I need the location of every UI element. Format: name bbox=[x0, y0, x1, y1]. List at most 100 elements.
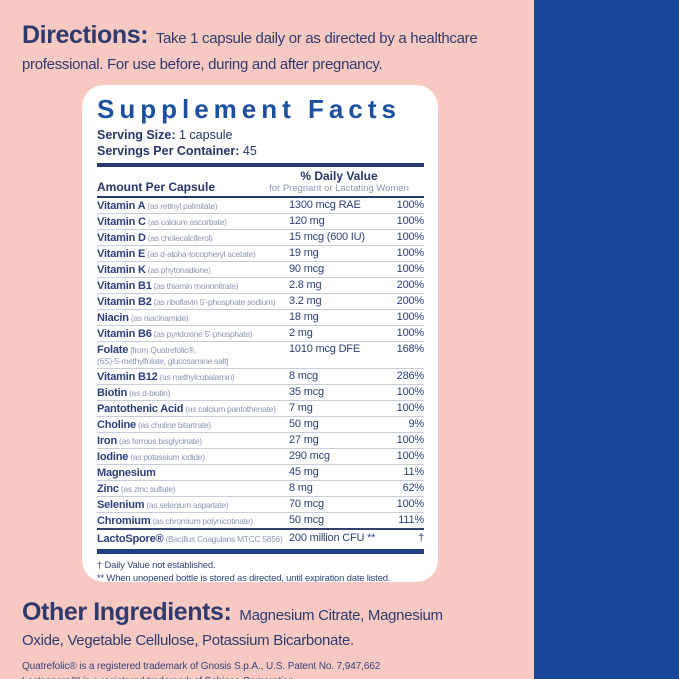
nutrient-name: LactoSpore® bbox=[97, 532, 164, 545]
directions-line1: Take 1 capsule daily or as directed by a… bbox=[155, 30, 478, 47]
nutrient-form: (as riboflavin 5'-phosphate sodium) bbox=[151, 296, 276, 307]
nutrient-form: (as calcium ascorbate) bbox=[145, 216, 227, 227]
nutrient-cell: Niacin (as niacinamide) bbox=[97, 311, 289, 325]
nutrient-daily-value: 100% bbox=[396, 230, 425, 243]
serving-size-row: Serving Size: 1 capsule bbox=[97, 127, 424, 143]
table-row: Vitamin K (as phytonadione) 90 mcg 100% bbox=[97, 262, 424, 278]
nutrient-name: Pantothenic Acid bbox=[97, 402, 184, 415]
nutrient-form: (as methylcobalamin) bbox=[157, 371, 235, 382]
table-row: Iodine (as potassium iodide) 290 mcg 100% bbox=[97, 449, 424, 465]
nutrient-form-line2: (6S)-5-methylfolate, glucosamine salt] bbox=[97, 356, 229, 367]
table-header-row: Amount Per Capsule % Daily Value for Pre… bbox=[97, 167, 424, 198]
nutrient-daily-value: 111% bbox=[398, 513, 424, 526]
nutrient-cell: LactoSpore® (Bacillus Coagulans MTCC 585… bbox=[97, 532, 289, 546]
nutrient-amount: 3.2 mg bbox=[289, 294, 322, 307]
table-row: LactoSpore® (Bacillus Coagulans MTCC 585… bbox=[97, 527, 424, 548]
nutrient-name: Vitamin D bbox=[97, 231, 146, 244]
footnotes: † Daily Value not established. ** When u… bbox=[97, 559, 424, 582]
nutrient-amount: 18 mg bbox=[289, 310, 319, 323]
nutrient-form: (as thiamin mononitrate) bbox=[151, 280, 239, 291]
directions-line2: professional. For use before, during and… bbox=[22, 55, 383, 73]
trademark-notes: Quatrefolic® is a registered trademark o… bbox=[22, 659, 530, 679]
nutrient-amount: 2.8 mg bbox=[289, 278, 322, 291]
nutrient-name: Folate bbox=[97, 343, 129, 356]
table-row: Vitamin D (as cholecalciferol) 15 mcg (60… bbox=[97, 230, 424, 246]
table-row: Vitamin A (as retinyl palmitate) 1300 mcg… bbox=[97, 198, 424, 214]
footnote-double-star: ** When unopened bottle is stored as dir… bbox=[97, 572, 391, 582]
nutrient-name: Iron bbox=[97, 434, 117, 447]
nutrient-name: Vitamin E bbox=[97, 247, 146, 260]
nutrient-name: Magnesium bbox=[97, 466, 156, 479]
nutrient-amount: 1300 mcg RAE bbox=[289, 198, 361, 211]
table-row: Vitamin B12 (as methylcobalamin) 8 mcg 286… bbox=[97, 369, 424, 385]
servings-label: Servings Per Container: bbox=[97, 143, 240, 158]
nutrient-cell: Zinc (as zinc sulfate) bbox=[97, 482, 289, 496]
nutrient-name: Vitamin B6 bbox=[97, 327, 152, 340]
nutrient-daily-value: 100% bbox=[396, 262, 425, 275]
nutrient-cell: Biotin (as d-biotin) bbox=[97, 386, 289, 400]
serving-size-label: Serving Size: bbox=[97, 127, 176, 142]
table-row: Vitamin E (as d-alpha-tocopheryl acetate… bbox=[97, 246, 424, 262]
nutrient-cell: Vitamin K (as phytonadione) bbox=[97, 263, 289, 277]
nutrient-cell: Choline (as choline bitartrate) bbox=[97, 418, 289, 432]
nutrient-amount: 50 mg bbox=[289, 417, 319, 430]
amount-column-header: Amount Per Capsule bbox=[97, 179, 216, 194]
other-ingredients-line2: Oxide, Vegetable Cellulose, Potassium Bi… bbox=[22, 632, 354, 650]
nutrient-amount: 90 mcg bbox=[289, 262, 324, 275]
nutrient-cell: Iron (as ferrous bisglycinate) bbox=[97, 434, 289, 448]
nutrient-daily-value: 9% bbox=[408, 417, 425, 430]
nutrient-daily-value: 11% bbox=[403, 465, 424, 478]
nutrient-name: Chromium bbox=[97, 514, 151, 527]
nutrient-daily-value: 100% bbox=[396, 385, 425, 398]
bottom-section: Other Ingredients: Magnesium Citrate, Ma… bbox=[22, 594, 530, 679]
table-row: Vitamin B1 (as thiamin mononitrate) 2.8 m… bbox=[97, 278, 424, 294]
table-row: Folate [from Quatrefolic®, (6S)-5-methylf… bbox=[97, 342, 424, 369]
other-ingredients-label: Other Ingredients: bbox=[22, 598, 232, 626]
other-ingredients-line1: Magnesium Citrate, Magnesium bbox=[239, 607, 443, 624]
nutrient-name: Selenium bbox=[97, 498, 145, 511]
table-row: Chromium (as chromium polynicotinate) 50 … bbox=[97, 513, 424, 528]
nutrient-amount: 45 mg bbox=[289, 465, 319, 478]
nutrient-daily-value: 100% bbox=[396, 214, 425, 227]
nutrient-cell: Folate [from Quatrefolic®, (6S)-5-methylf… bbox=[97, 343, 289, 368]
footnote-dagger: † Daily Value not established. bbox=[97, 559, 216, 571]
nutrient-name: Vitamin B2 bbox=[97, 295, 152, 308]
nutrient-form: (as ferrous bisglycinate) bbox=[116, 435, 202, 446]
nutrient-amount: 1010 mcg DFE bbox=[289, 342, 360, 355]
nutrient-daily-value: 168% bbox=[396, 342, 425, 355]
supplement-facts-panel: Supplement Facts Serving Size: 1 capsule… bbox=[82, 85, 438, 582]
nutrient-form: (as potassium iodide) bbox=[128, 451, 205, 462]
nutrient-name: Vitamin A bbox=[97, 199, 146, 212]
servings-per-container-row: Servings Per Container: 45 bbox=[97, 143, 424, 159]
nutrient-form: (as phytonadione) bbox=[145, 264, 211, 275]
nutrient-name: Vitamin B12 bbox=[97, 370, 158, 383]
trademark-quatrefolic: Quatrefolic® is a registered trademark o… bbox=[22, 661, 381, 672]
nutrient-cell: Vitamin B2 (as riboflavin 5'-phosphate s… bbox=[97, 295, 289, 309]
servings-value: 45 bbox=[242, 143, 257, 158]
nutrient-amount: 70 mcg bbox=[289, 497, 324, 510]
nutrient-amount: 27 mg bbox=[289, 433, 319, 446]
nutrient-daily-value: 100% bbox=[396, 198, 425, 211]
nutrient-cell: Vitamin D (as cholecalciferol) bbox=[97, 231, 289, 245]
nutrient-form: (as selenium aspartate) bbox=[144, 499, 229, 510]
directions-text: Directions: Take 1 capsule daily or as d… bbox=[22, 18, 527, 75]
nutrient-form: [from Quatrefolic®, bbox=[128, 344, 197, 355]
nutrient-name: Iodine bbox=[97, 450, 129, 463]
nutrient-daily-value: 100% bbox=[396, 310, 425, 323]
table-row: Vitamin C (as calcium ascorbate) 120 mg 10… bbox=[97, 214, 424, 230]
nutrient-cell: Vitamin A (as retinyl palmitate) bbox=[97, 199, 289, 213]
nutrient-name: Zinc bbox=[97, 482, 119, 495]
table-row: Vitamin B2 (as riboflavin 5'-phosphate s… bbox=[97, 294, 424, 310]
nutrient-amount: 8 mg bbox=[289, 481, 313, 494]
table-row: Selenium (as selenium aspartate) 70 mcg 10… bbox=[97, 497, 424, 513]
nutrient-amount: 120 mg bbox=[289, 214, 325, 227]
nutrient-form: (as pyridoxine 5'-phosphate) bbox=[151, 328, 253, 339]
nutrient-cell: Magnesium bbox=[97, 466, 289, 480]
nutrient-cell: Vitamin B12 (as methylcobalamin) bbox=[97, 370, 289, 384]
serving-size-value: 1 capsule bbox=[178, 127, 233, 142]
table-row: Iron (as ferrous bisglycinate) 27 mg 100% bbox=[97, 433, 424, 449]
daily-value-header-main: % Daily Value bbox=[300, 168, 378, 183]
nutrient-amount: 200 million CFU ** bbox=[289, 531, 376, 544]
nutrient-form: (as zinc sulfate) bbox=[118, 483, 176, 494]
table-top-divider bbox=[97, 162, 424, 167]
